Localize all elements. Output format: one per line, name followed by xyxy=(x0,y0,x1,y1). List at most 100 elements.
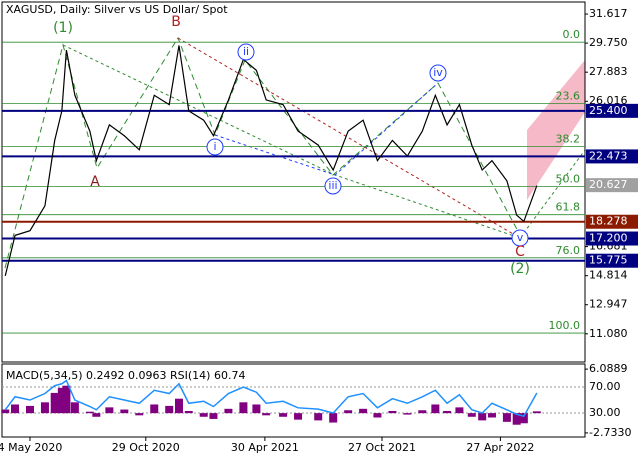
target-zone xyxy=(527,60,585,200)
macd-bar xyxy=(443,410,452,414)
y-tick-label: 14.814 xyxy=(589,269,628,282)
macd-bar xyxy=(262,413,271,416)
macd-bar xyxy=(329,413,338,423)
wave-label: B xyxy=(171,14,181,30)
y-tick-label: 12.947 xyxy=(589,298,628,311)
rsi-line xyxy=(4,379,538,418)
level-box xyxy=(586,214,638,229)
wave-label: (2) xyxy=(510,261,530,277)
wave-label: v xyxy=(517,231,524,244)
macd-bar xyxy=(344,410,353,414)
level-box xyxy=(586,231,638,246)
wave-circle xyxy=(206,138,224,156)
y-tick-label: 31.617 xyxy=(589,7,628,20)
macd-bar xyxy=(120,409,129,414)
macd-bar xyxy=(502,413,511,422)
macd-bar xyxy=(92,413,101,417)
macd-bar xyxy=(25,405,34,414)
trend-line xyxy=(177,37,521,239)
macd-bar xyxy=(85,411,94,414)
macd-bar xyxy=(418,410,427,414)
fib-label: 100.0 xyxy=(549,319,581,332)
y2-tick-label: 70.00 xyxy=(589,380,621,393)
forecast-line xyxy=(519,149,586,239)
wave-label: ii xyxy=(243,45,249,58)
fib-label: 61.8 xyxy=(556,201,581,214)
x-tick-label: 27 Oct 2021 xyxy=(348,441,416,454)
wave-label: A xyxy=(90,174,100,190)
wave-circle xyxy=(429,64,447,82)
macd-bar xyxy=(224,408,233,414)
wave-label: i xyxy=(213,140,216,153)
macd-bar xyxy=(165,405,174,414)
y-tick-label: -2.7330 xyxy=(589,426,631,439)
wave-label: C xyxy=(515,244,525,260)
macd-bar xyxy=(512,413,521,425)
macd-bar xyxy=(174,398,183,414)
x-tick-label: 27 Apr 2022 xyxy=(466,441,534,454)
macd-bar xyxy=(70,402,79,414)
last-price-label: 20.627 xyxy=(589,178,628,191)
macd-bar xyxy=(252,404,261,414)
macd-bar xyxy=(57,387,66,414)
level-label: 22.473 xyxy=(589,149,628,162)
y-tick-label: 29.750 xyxy=(589,36,628,49)
x-tick-label: 4 May 2020 xyxy=(0,441,62,454)
macd-bar xyxy=(50,392,59,414)
macd-bar xyxy=(467,413,476,417)
macd-bar xyxy=(359,408,368,414)
macd-bar xyxy=(105,407,114,414)
fib-label: 23.6 xyxy=(556,89,581,102)
wave-label: iv xyxy=(433,66,443,79)
level-box xyxy=(586,103,638,118)
fib-label: 0.0 xyxy=(563,28,581,41)
macd-bar xyxy=(62,385,71,414)
fib-label: 38.2 xyxy=(556,133,581,146)
macd-bar xyxy=(431,404,440,414)
macd-bar xyxy=(294,413,303,420)
macd-bar xyxy=(532,411,541,414)
macd-bar xyxy=(40,402,49,414)
level-label: 18.278 xyxy=(589,215,628,228)
macd-bar xyxy=(11,404,20,414)
y-tick-label: 11.080 xyxy=(589,327,628,340)
price-line xyxy=(4,45,538,277)
macd-bar xyxy=(184,410,193,414)
level-label: 17.200 xyxy=(589,232,628,245)
macd-bar xyxy=(519,413,528,424)
macd-bar xyxy=(1,409,10,414)
indicator-frame xyxy=(1,363,586,438)
wave-circle xyxy=(511,229,529,247)
last-price-box xyxy=(586,178,638,193)
indicator-title: MACD(5,34,5) 0.2492 0.0963 RSI(14) 60.74 xyxy=(6,369,245,382)
y-tick-label: 27.883 xyxy=(589,65,628,78)
main-frame xyxy=(1,1,586,363)
chart-title: XAGUSD, Daily: Silver vs US Dollar/ Spot xyxy=(6,3,228,16)
wave-label: iii xyxy=(328,179,337,192)
wave-line xyxy=(214,82,439,176)
wave-circle xyxy=(324,177,342,195)
macd-bar xyxy=(403,413,412,415)
macd-bar xyxy=(209,413,218,419)
macd-bar xyxy=(279,413,288,417)
macd-bar xyxy=(199,413,208,417)
fib-label: 76.0 xyxy=(556,244,581,257)
y2-tick-label: 30.00 xyxy=(589,406,621,419)
x-tick-label: 30 Apr 2021 xyxy=(231,441,299,454)
wave-label: (1) xyxy=(53,20,73,36)
level-box xyxy=(586,253,638,268)
wave-circle xyxy=(237,43,255,61)
macd-bar xyxy=(150,404,159,414)
level-box xyxy=(586,149,638,164)
fib-label: 50.0 xyxy=(556,173,581,186)
macd-bar xyxy=(373,413,382,418)
level-label: 25.400 xyxy=(589,104,628,117)
macd-bar xyxy=(388,410,397,414)
macd-bar xyxy=(135,413,144,416)
x-tick-label: 29 Oct 2020 xyxy=(112,441,180,454)
level-label: 15.775 xyxy=(589,254,628,267)
macd-bar xyxy=(239,402,248,414)
macd-bar xyxy=(487,413,496,418)
macd-bar xyxy=(478,413,487,421)
